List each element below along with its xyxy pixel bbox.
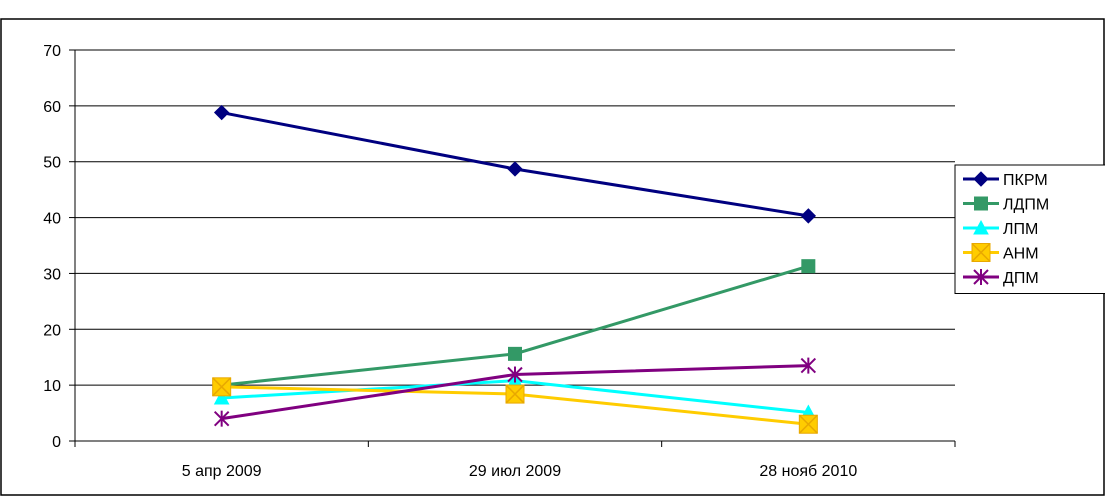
series-2-point bbox=[509, 347, 522, 360]
legend-label: АНМ bbox=[1003, 246, 1039, 263]
y-tick-label: 0 bbox=[52, 434, 61, 451]
legend-label: ПКРМ bbox=[1003, 172, 1048, 189]
chart-border bbox=[1, 19, 1104, 495]
series-4-point bbox=[506, 385, 524, 403]
y-tick-label: 70 bbox=[43, 43, 61, 60]
series-4-point bbox=[213, 378, 231, 396]
y-tick-label: 20 bbox=[43, 322, 61, 339]
legend-marker bbox=[975, 197, 988, 210]
y-tick-label: 50 bbox=[43, 155, 61, 172]
series-2-point bbox=[802, 260, 815, 273]
x-tick-label: 29 июл 2009 bbox=[469, 463, 561, 480]
legend-label: ДПМ bbox=[1003, 270, 1039, 287]
legend-label: ЛПМ bbox=[1003, 221, 1038, 238]
y-tick-label: 60 bbox=[43, 99, 61, 116]
x-tick-label: 5 апр 2009 bbox=[182, 463, 262, 480]
legend-label: ЛДПМ bbox=[1003, 197, 1049, 214]
y-tick-label: 40 bbox=[43, 211, 61, 228]
legend: ПКРМ ЛДПМ ЛПМ АНМ ДПМ bbox=[955, 165, 1105, 294]
y-tick-label: 30 bbox=[43, 266, 61, 283]
legend-marker bbox=[972, 244, 990, 262]
x-tick-label: 28 нояб 2010 bbox=[759, 463, 857, 480]
y-tick-label: 10 bbox=[43, 378, 61, 395]
series-4-point bbox=[799, 415, 817, 433]
